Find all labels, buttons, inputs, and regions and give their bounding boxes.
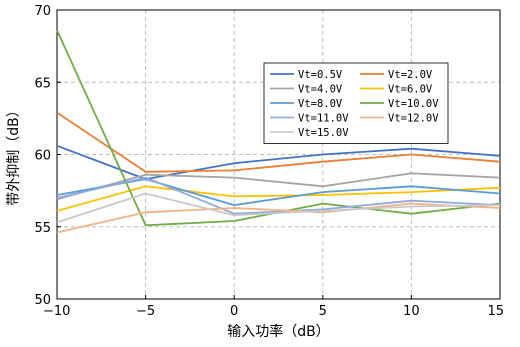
series-line bbox=[56, 172, 501, 201]
series-line bbox=[56, 192, 501, 224]
legend-label: Vt=12.0V bbox=[388, 113, 439, 125]
legend-label: Vt=15.0V bbox=[298, 127, 349, 139]
x-tick-label: −10 bbox=[43, 304, 70, 319]
series-line bbox=[56, 111, 501, 173]
legend-label: Vt=8.0V bbox=[298, 98, 343, 110]
legend: Vt=0.5V Vt=2.0V Vt=4.0V Vt=6.0V Vt=8.0V Vt=10… bbox=[263, 62, 449, 144]
x-axis-title: 输入功率（dB） bbox=[227, 323, 330, 340]
x-tick-label: 10 bbox=[403, 304, 420, 319]
grid-layer bbox=[57, 10, 500, 299]
y-tick-label: 70 bbox=[34, 4, 51, 19]
series-line bbox=[56, 144, 501, 181]
series-line bbox=[56, 185, 501, 212]
series-layer bbox=[56, 29, 501, 234]
x-tick-label: 5 bbox=[319, 304, 327, 319]
y-tick-label: 55 bbox=[34, 221, 51, 236]
series-line bbox=[56, 176, 501, 215]
y-tick-label: 60 bbox=[34, 149, 51, 164]
legend-label: Vt=2.0V bbox=[388, 69, 433, 81]
tick-layer: −10 −5 0 5 10 15 50 55 60 65 70 bbox=[34, 4, 504, 319]
y-axis-title: 带外抑制（dB） bbox=[6, 103, 22, 206]
y-tick-label: 50 bbox=[34, 293, 51, 308]
x-tick-label: 0 bbox=[230, 304, 238, 319]
legend-label: Vt=0.5V bbox=[298, 69, 343, 81]
x-tick-label: 15 bbox=[487, 304, 504, 319]
series-line bbox=[56, 202, 501, 234]
x-tick-label: −5 bbox=[136, 304, 155, 319]
legend-box bbox=[263, 62, 449, 144]
legend-label: Vt=10.0V bbox=[388, 98, 439, 110]
legend-label: Vt=4.0V bbox=[298, 84, 343, 96]
y-tick-label: 65 bbox=[34, 76, 51, 91]
legend-label: Vt=6.0V bbox=[388, 84, 433, 96]
legend-label: Vt=11.0V bbox=[298, 113, 349, 125]
